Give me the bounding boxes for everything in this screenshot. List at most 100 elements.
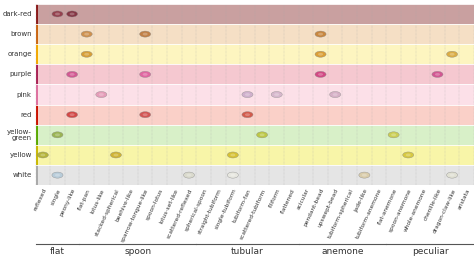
Bar (36, 64, 38, 84)
Circle shape (52, 11, 63, 17)
Text: single-tubiform: single-tubiform (214, 188, 237, 231)
Circle shape (66, 112, 78, 118)
Circle shape (55, 133, 60, 136)
Circle shape (435, 73, 440, 76)
Text: scattered-tubiform: scattered-tubiform (239, 188, 266, 240)
Text: yellow-
green: yellow- green (7, 128, 32, 141)
Circle shape (256, 132, 268, 138)
Circle shape (52, 172, 63, 178)
Circle shape (242, 112, 253, 118)
Circle shape (55, 174, 60, 176)
Text: tubiform-anemone: tubiform-anemone (356, 188, 383, 240)
Text: peculiar: peculiar (412, 247, 448, 256)
Circle shape (110, 152, 121, 158)
Text: purple: purple (9, 71, 32, 77)
Circle shape (260, 133, 264, 136)
Text: chenille-like: chenille-like (423, 188, 442, 222)
Text: stacked-spherical: stacked-spherical (94, 188, 120, 237)
Bar (36, 84, 474, 105)
Bar (36, 4, 474, 24)
Bar (36, 24, 474, 44)
Bar (36, 44, 38, 64)
Bar (36, 145, 474, 165)
Text: white: white (12, 172, 32, 178)
Circle shape (432, 71, 443, 77)
Circle shape (449, 174, 455, 176)
Text: peony-like: peony-like (59, 188, 77, 217)
Text: flat: flat (50, 247, 65, 256)
Bar (36, 84, 38, 105)
Circle shape (230, 174, 236, 176)
Text: upswept-bead: upswept-bead (318, 188, 340, 228)
Circle shape (447, 172, 457, 178)
Circle shape (315, 51, 326, 57)
Bar (36, 105, 474, 125)
Circle shape (66, 71, 78, 77)
Text: reflexed: reflexed (33, 188, 47, 212)
Circle shape (230, 154, 236, 156)
Circle shape (84, 33, 89, 35)
Bar (36, 4, 38, 24)
Text: acicular: acicular (296, 188, 310, 211)
Bar (36, 165, 38, 185)
Circle shape (40, 154, 46, 156)
Text: dragon-claw-like: dragon-claw-like (432, 188, 456, 234)
Text: pink: pink (17, 91, 32, 98)
Text: pendant-bead: pendant-bead (303, 188, 325, 227)
Text: lotus-set-like: lotus-set-like (158, 188, 179, 224)
Circle shape (242, 91, 253, 98)
Circle shape (96, 91, 107, 98)
Circle shape (113, 154, 118, 156)
Text: anemone: anemone (321, 247, 364, 256)
Bar (36, 44, 474, 64)
Circle shape (329, 91, 341, 98)
Circle shape (140, 31, 151, 37)
Circle shape (318, 73, 323, 76)
Circle shape (143, 113, 148, 116)
Circle shape (143, 33, 148, 35)
Text: whole-anemone: whole-anemone (403, 188, 428, 233)
Circle shape (99, 93, 104, 96)
Text: flat-anemone: flat-anemone (377, 188, 398, 226)
Circle shape (274, 93, 279, 96)
Text: straight-tubiform: straight-tubiform (197, 188, 223, 235)
Text: jade-like: jade-like (354, 188, 369, 213)
Circle shape (315, 31, 326, 37)
Circle shape (81, 51, 92, 57)
Bar (36, 24, 38, 44)
Circle shape (140, 112, 151, 118)
Circle shape (362, 174, 367, 176)
Text: flattened: flattened (280, 188, 296, 214)
Text: tubular: tubular (231, 247, 264, 256)
Circle shape (70, 113, 74, 116)
Circle shape (84, 53, 89, 56)
Text: spherical-spoon: spherical-spoon (184, 188, 208, 232)
Bar (36, 105, 38, 125)
Text: spoon: spoon (124, 247, 151, 256)
Circle shape (70, 13, 74, 15)
Text: filiform: filiform (268, 188, 281, 209)
Circle shape (318, 33, 323, 35)
Circle shape (271, 91, 282, 98)
Circle shape (449, 53, 455, 56)
Circle shape (140, 71, 151, 77)
Circle shape (66, 11, 78, 17)
Circle shape (55, 13, 60, 15)
Circle shape (403, 152, 414, 158)
Bar (36, 125, 474, 145)
Text: flat-pan: flat-pan (77, 188, 91, 211)
Circle shape (186, 174, 191, 176)
Circle shape (228, 152, 238, 158)
Text: orange: orange (7, 51, 32, 57)
Circle shape (81, 31, 92, 37)
Circle shape (70, 73, 74, 76)
Circle shape (406, 154, 411, 156)
Circle shape (318, 53, 323, 56)
Bar (36, 165, 474, 185)
Circle shape (391, 133, 396, 136)
Circle shape (183, 172, 194, 178)
Bar (36, 125, 38, 145)
Text: brown: brown (10, 31, 32, 37)
Bar (36, 145, 38, 165)
Text: tubiform-fan: tubiform-fan (232, 188, 252, 223)
